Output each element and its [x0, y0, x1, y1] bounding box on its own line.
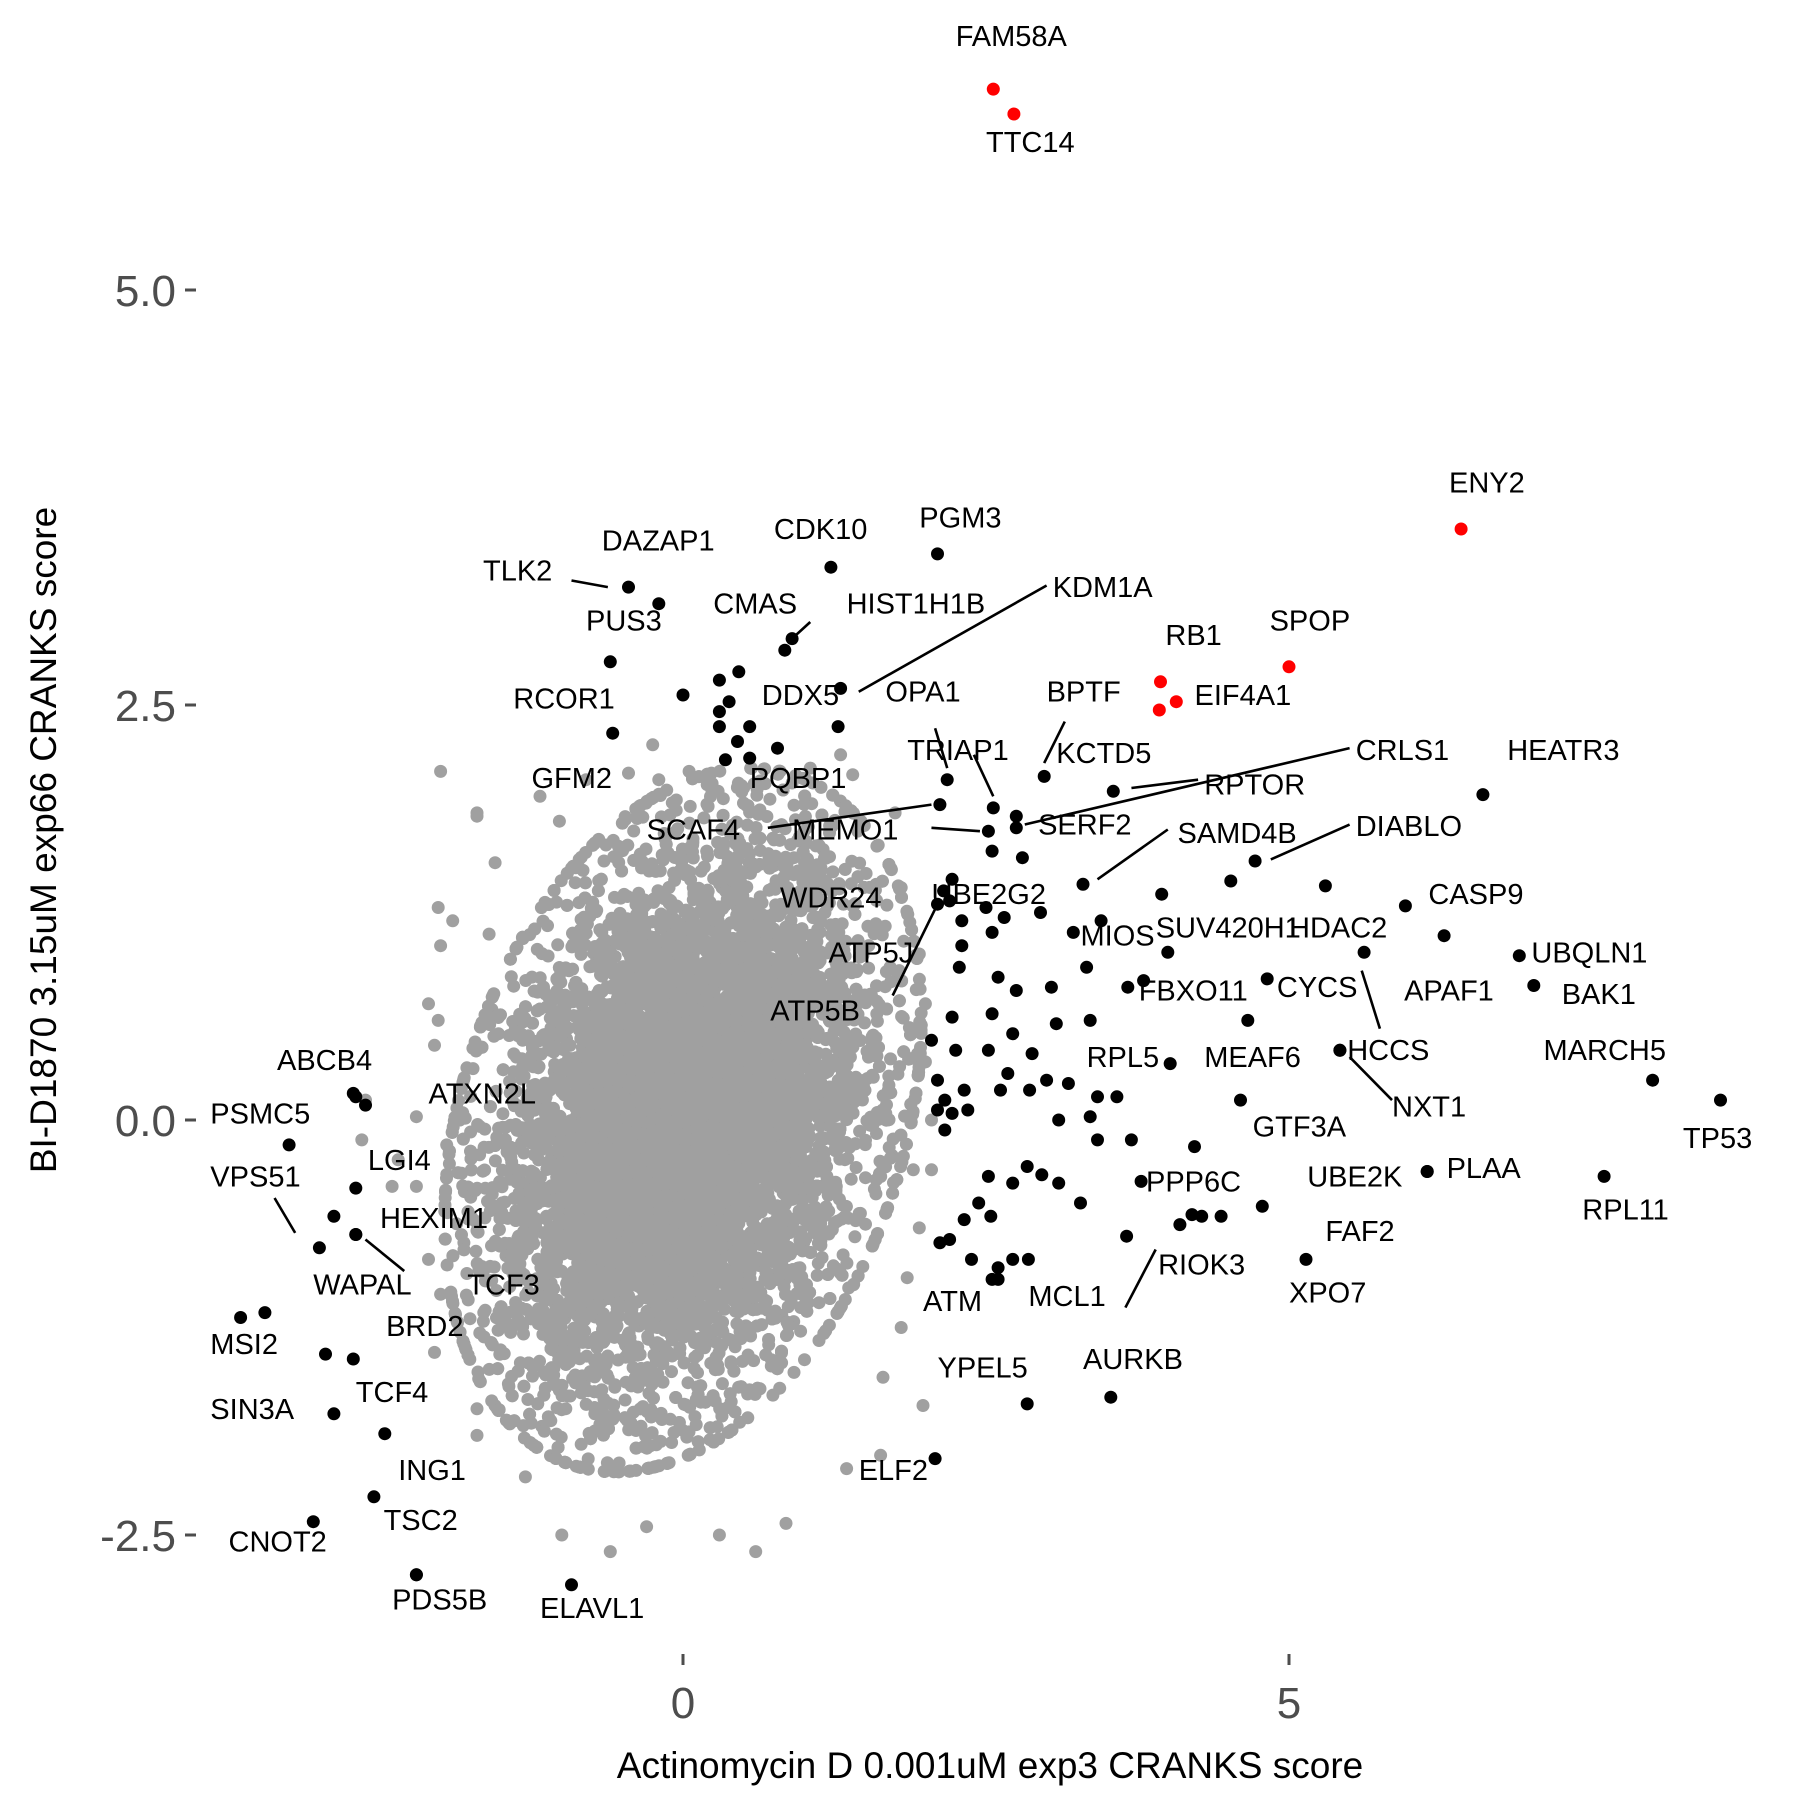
background-point: [450, 1217, 464, 1231]
background-point: [747, 1354, 761, 1368]
background-point: [880, 898, 894, 912]
background-point: [452, 1094, 465, 1107]
background-point: [859, 1217, 872, 1231]
background-point: [568, 876, 582, 890]
background-point: [688, 1410, 702, 1424]
background-point: [849, 1161, 863, 1174]
background-point: [489, 1284, 503, 1297]
background-point: [680, 1430, 694, 1444]
background-point: [581, 1452, 595, 1466]
background-point: [826, 865, 840, 879]
background-point: [492, 1027, 505, 1041]
background-point: [897, 934, 911, 948]
background-point: [838, 1153, 852, 1167]
background-point: [884, 1052, 897, 1066]
background-point: [848, 1230, 862, 1244]
background-point: [478, 1303, 492, 1317]
background-point: [763, 792, 777, 806]
background-point: [464, 1163, 478, 1177]
background-point: [597, 854, 611, 868]
background-point: [859, 1171, 872, 1185]
background-point: [683, 799, 697, 813]
background-point: [463, 1312, 477, 1326]
background-point: [665, 1436, 679, 1449]
background-point: [812, 1296, 826, 1310]
background-point: [810, 1268, 824, 1282]
background-point: [766, 1388, 780, 1402]
background-point: [574, 1437, 588, 1451]
background-points: [355, 738, 938, 1559]
background-point: [521, 1393, 535, 1406]
background-point: [503, 1280, 517, 1294]
background-point: [618, 1393, 632, 1407]
background-point: [835, 917, 849, 931]
background-point: [551, 938, 565, 952]
background-point: [573, 1352, 587, 1366]
background-point: [627, 824, 641, 838]
